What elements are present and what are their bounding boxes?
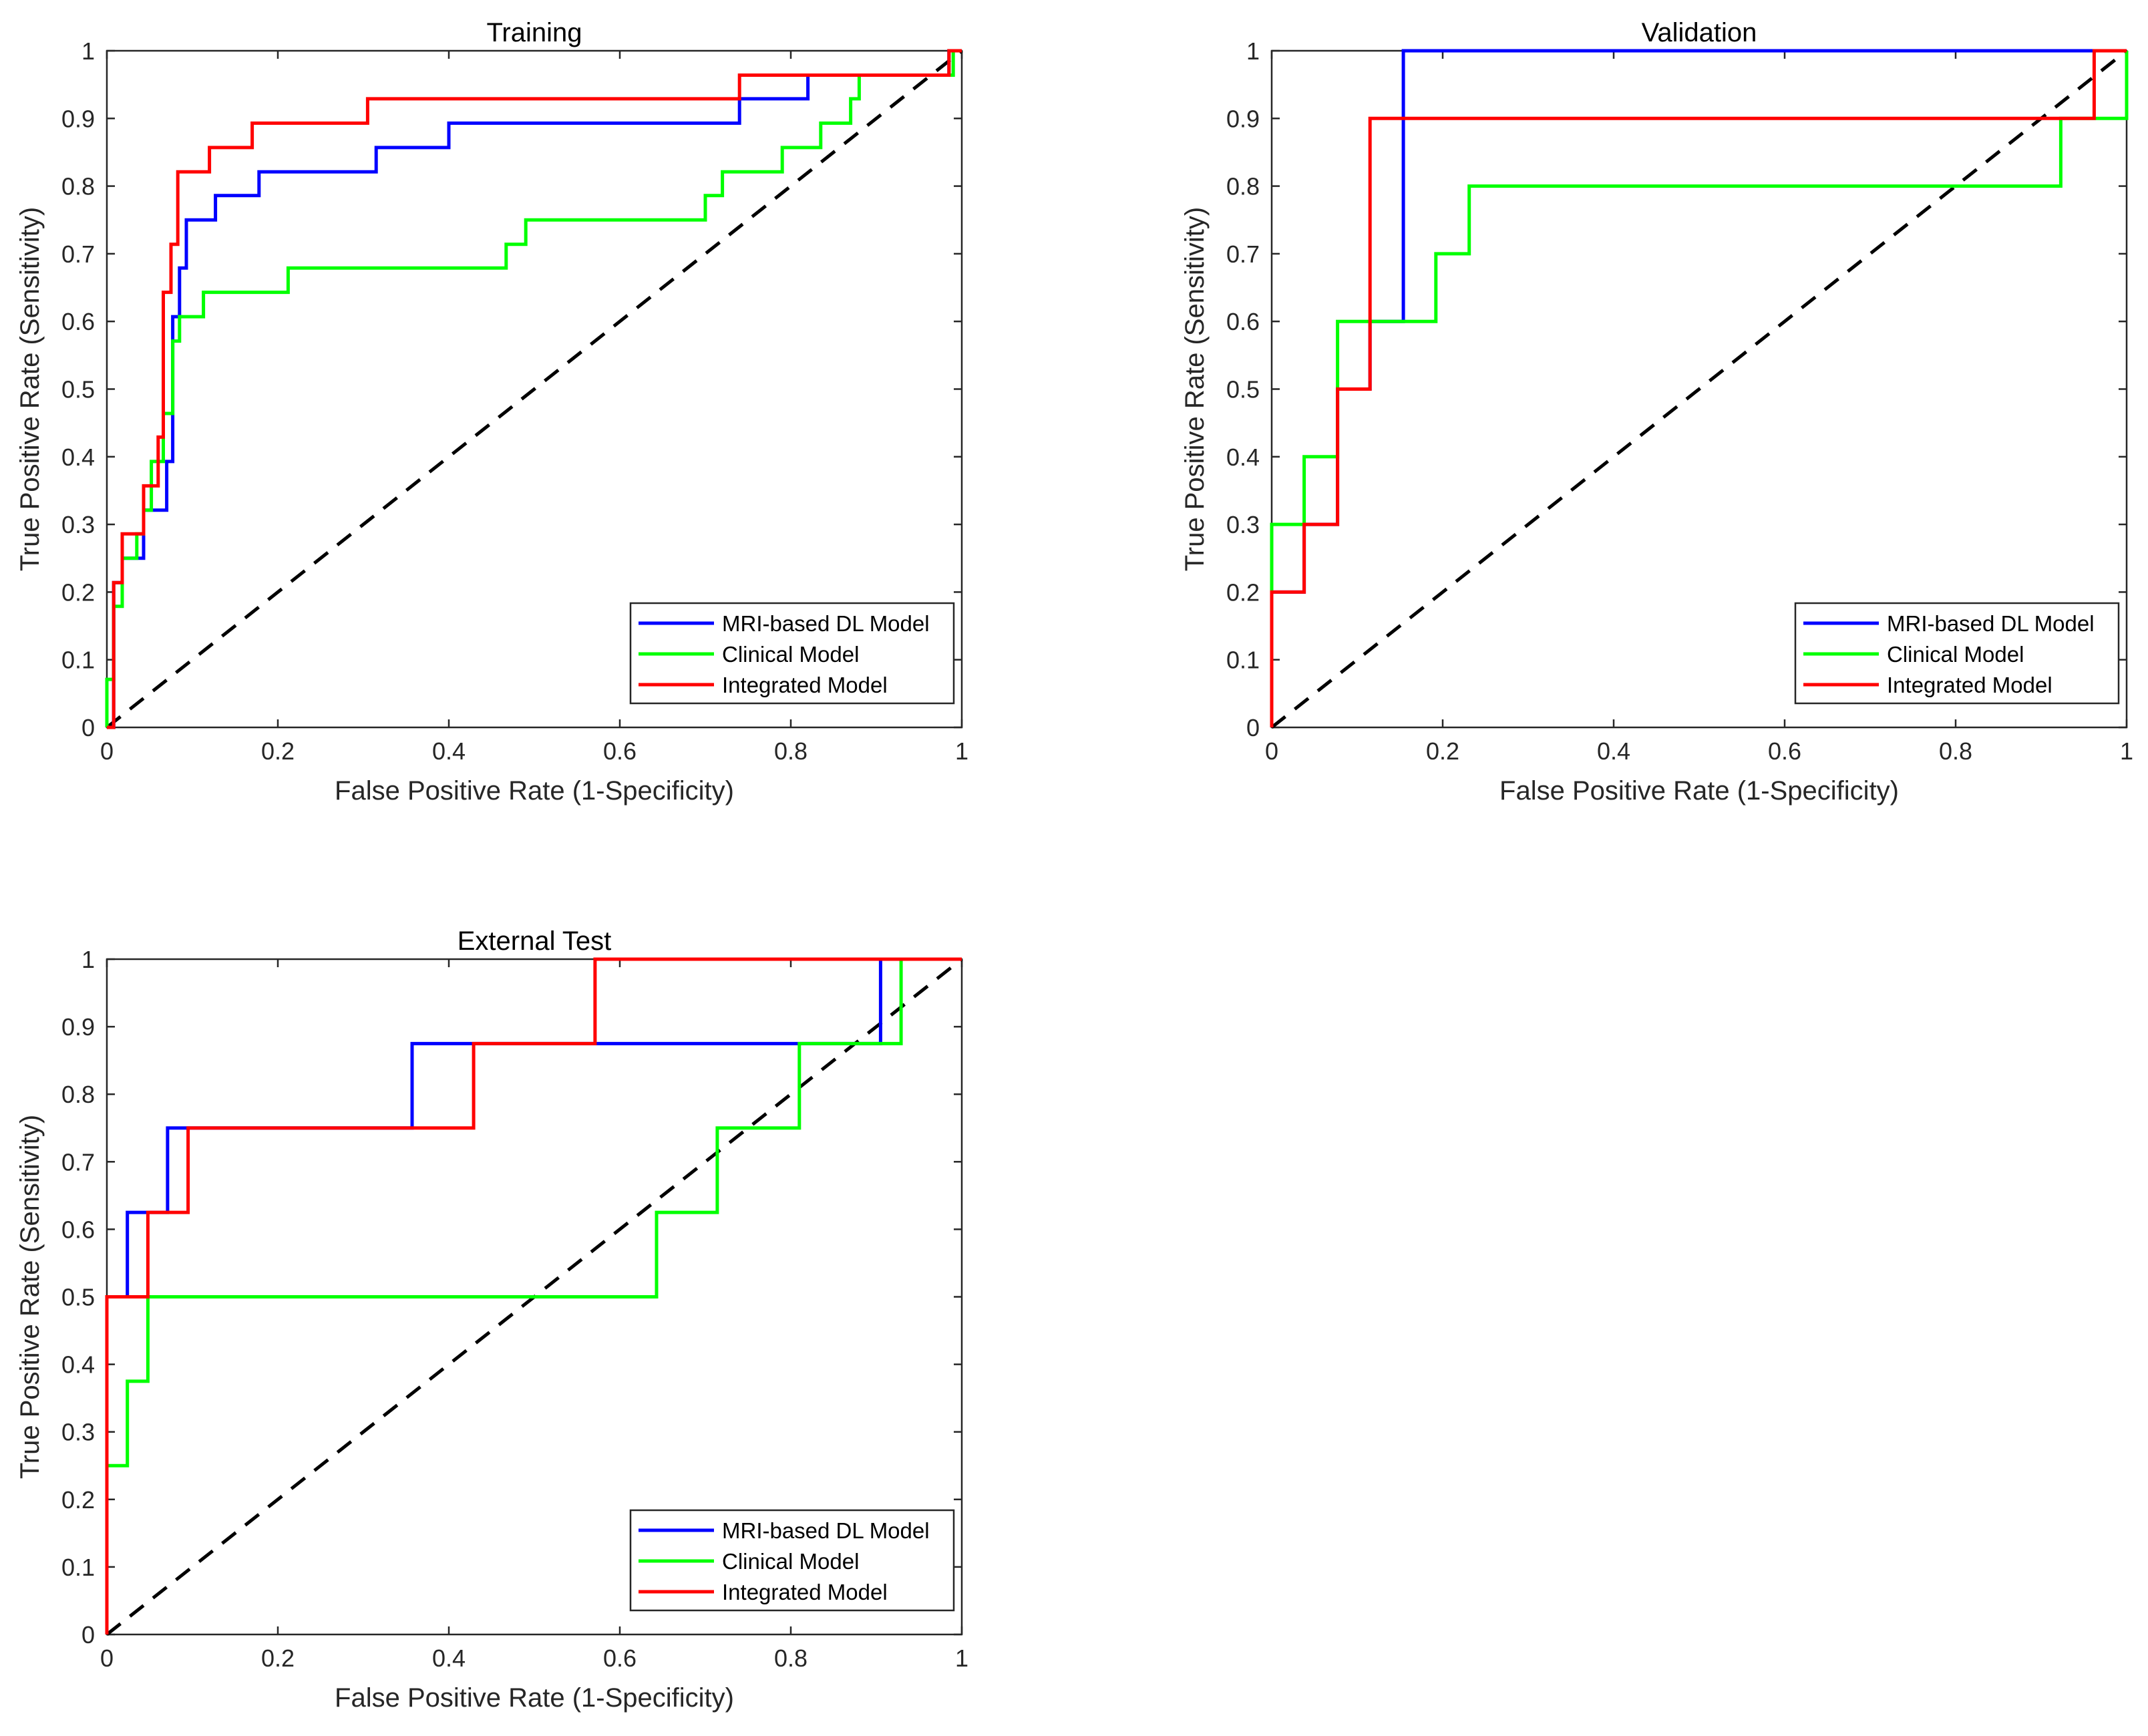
x-tick-label: 0.8 [1939, 737, 1972, 765]
x-axis-label: False Positive Rate (1-Specificity) [335, 1683, 734, 1713]
legend: MRI-based DL Model Clinical Model Integrat… [629, 602, 955, 705]
roc-panel-1: 0 0.2 0.4 0.6 0.8 1 0 0.1 0.2 0.3 0.4 0.5 0.6 0.7 0.8 0… [1180, 18, 2133, 806]
roc-curve-integrated-model [1270, 49, 2127, 727]
x-tick-label: 0.4 [432, 1644, 466, 1672]
roc-curve-integrated-model [107, 49, 962, 729]
x-tick-label: 0.2 [1426, 737, 1459, 765]
x-tick-label: 0.6 [603, 1644, 637, 1672]
x-axis-label: False Positive Rate (1-Specificity) [335, 776, 734, 806]
y-tick-label: 1 [81, 37, 95, 65]
legend: MRI-based DL Model Clinical Model Integrat… [629, 1509, 955, 1612]
roc-panel-2: 0 0.2 0.4 0.6 0.8 1 0 0.1 0.2 0.3 0.4 0.5 0.6 0.7 0.8 0… [15, 926, 968, 1713]
y-tick-label: 0.2 [61, 578, 95, 606]
x-tick-label: 0.4 [432, 737, 466, 765]
y-tick-label: 0.4 [61, 444, 95, 471]
y-tick-label: 0 [81, 1621, 95, 1648]
roc-panel-0: 0 0.2 0.4 0.6 0.8 1 0 0.1 0.2 0.3 0.4 0.5 0.6 0.7 0.8 0… [15, 18, 968, 806]
roc-curve-clinical-model [1270, 51, 2129, 727]
y-axis-label: True Positive Rate (Sensitivity) [1180, 207, 1210, 571]
x-tick-label: 0.4 [1597, 737, 1630, 765]
y-axis-label: True Positive Rate (Sensitivity) [15, 207, 45, 571]
y-tick-label: 0.8 [1226, 173, 1260, 200]
y-tick-label: 0.6 [61, 308, 95, 335]
legend-label: MRI-based DL Model [1887, 611, 2095, 636]
x-tick-label: 1 [955, 737, 968, 765]
y-tick-label: 0.3 [61, 511, 95, 538]
x-tick-label: 0 [100, 737, 114, 765]
y-tick-label: 1 [1246, 37, 1260, 65]
y-tick-label: 0.9 [61, 105, 95, 132]
y-axis-label: True Positive Rate (Sensitivity) [15, 1115, 45, 1479]
chart-title: Validation [1642, 18, 1757, 47]
chance-diagonal-line [106, 49, 963, 729]
y-tick-label: 0 [81, 714, 95, 741]
x-tick-label: 1 [2120, 737, 2133, 765]
y-tick-label: 0.7 [61, 1148, 95, 1176]
roc-curve-clinical-model [105, 49, 962, 727]
chart-title: Training [486, 18, 582, 47]
y-tick-label: 0.4 [61, 1351, 95, 1379]
x-tick-label: 0.2 [261, 737, 295, 765]
legend: MRI-based DL Model Clinical Model Integrat… [1794, 602, 2120, 705]
y-tick-label: 0.7 [1226, 240, 1260, 268]
y-tick-label: 0.5 [61, 376, 95, 403]
y-tick-label: 0.5 [1226, 376, 1260, 403]
y-tick-label: 0.1 [61, 647, 95, 674]
y-tick-label: 0.4 [1226, 444, 1260, 471]
legend-label: MRI-based DL Model [722, 611, 930, 636]
x-tick-label: 0.8 [774, 737, 808, 765]
y-tick-label: 0.3 [1226, 511, 1260, 538]
x-tick-label: 0.2 [261, 1644, 295, 1672]
roc-curve-clinical-model [105, 957, 962, 1634]
y-tick-label: 0.8 [61, 1081, 95, 1108]
x-tick-label: 0 [1265, 737, 1278, 765]
y-tick-label: 0.2 [61, 1486, 95, 1514]
roc-curve-mri-based-dl-model [107, 49, 962, 729]
legend-label: Integrated Model [722, 1580, 888, 1604]
legend-label: Integrated Model [722, 673, 888, 697]
y-tick-label: 0.1 [1226, 647, 1260, 674]
x-tick-label: 0.6 [603, 737, 637, 765]
y-tick-label: 0 [1246, 714, 1260, 741]
y-tick-label: 0.8 [61, 173, 95, 200]
chance-diagonal-line [1270, 49, 2128, 729]
x-tick-label: 1 [955, 1644, 968, 1672]
y-tick-label: 0.7 [61, 240, 95, 268]
legend-label: Integrated Model [1887, 673, 2052, 697]
legend-label: Clinical Model [722, 1549, 859, 1574]
y-tick-label: 0.9 [1226, 105, 1260, 132]
chart-title: External Test [458, 926, 612, 956]
y-tick-label: 0.9 [61, 1013, 95, 1041]
y-tick-label: 0.6 [1226, 308, 1260, 335]
legend-label: MRI-based DL Model [722, 1518, 930, 1543]
y-tick-label: 0.3 [61, 1419, 95, 1446]
y-tick-label: 0.1 [61, 1554, 95, 1581]
y-tick-label: 0.6 [61, 1216, 95, 1243]
y-tick-label: 1 [81, 946, 95, 973]
legend-label: Clinical Model [722, 642, 859, 667]
x-tick-label: 0 [100, 1644, 114, 1672]
x-tick-label: 0.8 [774, 1644, 808, 1672]
y-tick-label: 0.5 [61, 1284, 95, 1311]
y-tick-label: 0.2 [1226, 578, 1260, 606]
roc-curve-integrated-model [105, 957, 962, 1634]
x-tick-label: 0.6 [1768, 737, 1801, 765]
legend-label: Clinical Model [1887, 642, 2024, 667]
x-axis-label: False Positive Rate (1-Specificity) [1499, 776, 1899, 806]
